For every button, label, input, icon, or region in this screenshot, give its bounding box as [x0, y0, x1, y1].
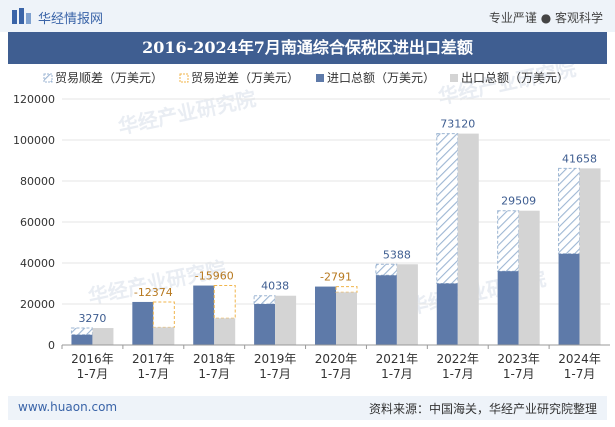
- bars: [70, 133, 601, 345]
- surplus-bar: [70, 327, 93, 336]
- slogan: 专业严谨 ● 客观科学: [488, 11, 603, 25]
- x-tick-label: 1-7月: [381, 367, 413, 381]
- y-tick-label: 100000: [13, 134, 55, 147]
- surplus-bar: [375, 263, 398, 276]
- data-label: -12374: [134, 286, 173, 299]
- y-tick-label: 120000: [13, 93, 55, 106]
- y-tick-label: 20000: [20, 298, 55, 311]
- x-tick-label: 2024年: [558, 352, 601, 366]
- x-tick-label: 1-7月: [564, 367, 596, 381]
- x-tick-label: 1-7月: [442, 367, 474, 381]
- legend-label: 贸易顺差（万美元）: [55, 71, 163, 85]
- site-name: 华经情报网: [38, 12, 104, 27]
- legend-label: 贸易逆差（万美元）: [191, 70, 299, 85]
- data-labels: 3270 -12374 -15960 4038 -2791 5388 73120 29509 4…: [78, 118, 597, 325]
- x-tick-label: 2019年: [254, 352, 297, 366]
- legend-swatch-deficit: [179, 73, 189, 83]
- footer-url[interactable]: www.huaon.com: [18, 400, 118, 414]
- y-tick-label: 60000: [20, 216, 55, 229]
- x-tick-label: 2021年: [376, 352, 419, 366]
- y-tick-label: 0: [48, 339, 55, 352]
- export-bar: [396, 264, 418, 345]
- x-tick-label: 1-7月: [138, 367, 170, 381]
- chart: 华经产业研究院华经产业研究院华经产业研究院华经产业研究院 贸易顺差（万美元）贸易…: [13, 64, 610, 381]
- footer: www.huaon.com 资料来源：中国海关，华经产业研究院整理: [8, 396, 607, 420]
- legend-swatch-export: [450, 74, 458, 82]
- data-label: -15960: [195, 270, 234, 283]
- surplus-bar: [436, 133, 459, 284]
- deficit-bar: [152, 301, 175, 328]
- x-tick-label: 2020年: [315, 352, 358, 366]
- footer-source: 资料来源：中国海关，华经产业研究院整理: [368, 402, 597, 416]
- export-bar: [92, 328, 114, 345]
- x-tick-label: 2018年: [193, 352, 236, 366]
- export-bar: [214, 318, 236, 345]
- export-bar: [518, 210, 540, 345]
- chart-title: 2016-2024年7月南通综合保税区进出口差额: [142, 38, 473, 57]
- import-bar: [436, 283, 458, 345]
- x-tick-label: 1-7月: [503, 367, 535, 381]
- legend-label: 进口总额（万美元）: [327, 71, 435, 85]
- import-bar: [71, 334, 93, 345]
- legend: 贸易顺差（万美元） 贸易逆差（万美元） 进口总额（万美元） 出口总额（万美元）: [43, 70, 569, 85]
- x-tick-label: 1-7月: [320, 367, 352, 381]
- export-bar: [153, 327, 175, 345]
- x-tick-label: 2023年: [497, 352, 540, 366]
- y-tick-label: 40000: [20, 257, 55, 270]
- x-tick-label: 2022年: [437, 352, 480, 366]
- x-tick-label: 1-7月: [77, 367, 109, 381]
- surplus-bar: [253, 295, 276, 305]
- export-bar: [579, 168, 601, 345]
- deficit-bar: [213, 285, 236, 319]
- x-tick-label: 1-7月: [259, 367, 291, 381]
- legend-swatch-import: [316, 74, 324, 82]
- title-bar: 2016-2024年7月南通综合保税区进出口差额: [8, 32, 607, 64]
- legend-label: 出口总额（万美元）: [461, 71, 569, 85]
- import-bar: [132, 301, 154, 345]
- top-banner: 华经情报网 专业严谨 ● 客观科学: [0, 0, 615, 32]
- data-label: 4038: [261, 280, 289, 293]
- import-bar: [315, 286, 336, 345]
- import-bar: [497, 271, 519, 345]
- x-tick-label: 2016年: [71, 352, 114, 366]
- import-bar: [193, 285, 215, 345]
- surplus-bar: [558, 167, 581, 255]
- export-bar: [275, 295, 297, 345]
- data-label: 3270: [78, 312, 106, 325]
- x-tick-label: 1-7月: [198, 367, 230, 381]
- import-bar: [375, 275, 397, 345]
- import-bar: [254, 304, 276, 345]
- data-label: 29509: [501, 195, 536, 208]
- y-tick-label: 80000: [20, 175, 55, 188]
- data-label: 73120: [440, 118, 475, 131]
- data-label: 41658: [562, 152, 597, 165]
- export-bar: [457, 133, 479, 345]
- legend-swatch-surplus: [43, 73, 53, 83]
- x-axis: 2016年1-7月2017年1-7月2018年1-7月2019年1-7月2020…: [61, 344, 610, 381]
- watermark-text: 华经产业研究院: [116, 86, 258, 139]
- deficit-bar: [335, 286, 358, 293]
- data-label: -2791: [320, 271, 352, 284]
- surplus-bar: [497, 210, 520, 272]
- data-label: 5388: [383, 248, 411, 261]
- import-bar: [558, 253, 580, 345]
- y-axis: 0 20000 40000 60000 80000 100000 120000: [13, 93, 55, 352]
- huajing-logo-icon: [12, 8, 31, 24]
- export-bar: [336, 292, 357, 345]
- x-tick-label: 2017年: [132, 352, 175, 366]
